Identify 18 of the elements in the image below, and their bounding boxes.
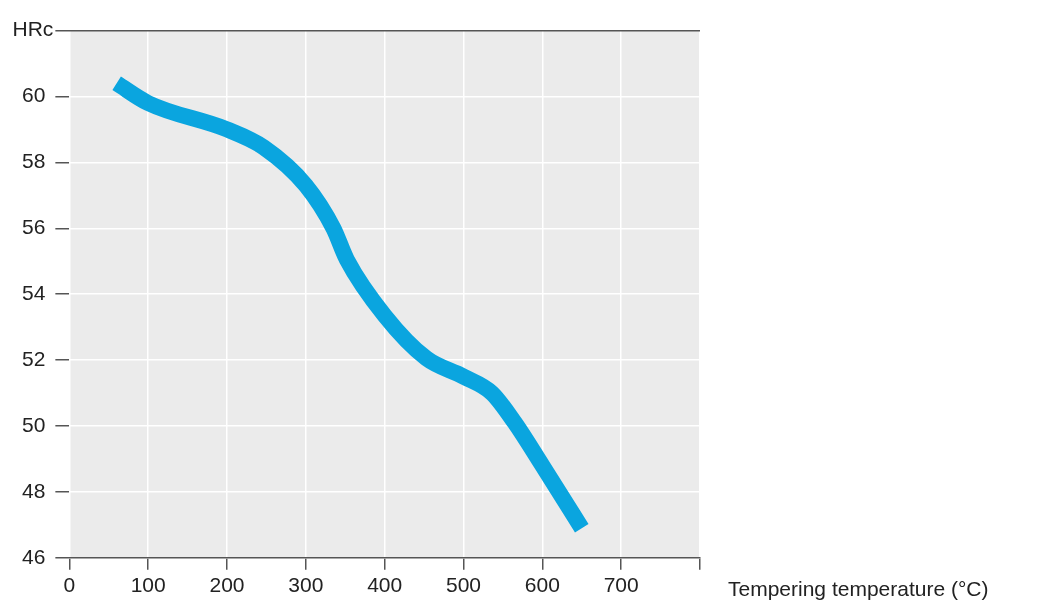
- y-tick-label: 54: [22, 281, 46, 304]
- x-tick-label: 400: [367, 573, 403, 597]
- x-tick-label: 300: [288, 573, 324, 597]
- y-tick-label: 46: [22, 544, 46, 568]
- x-tick-label: 500: [445, 573, 482, 597]
- x-axis-title: Tempering temperature (°C): [728, 577, 989, 601]
- y-axis-title: HRc: [12, 17, 54, 41]
- y-tick-label: 58: [22, 149, 46, 173]
- y-tick-label: 60: [22, 83, 46, 107]
- y-tick-label: 56: [22, 215, 46, 239]
- y-tick-label: 48: [22, 478, 46, 502]
- x-tick-label: 700: [603, 573, 639, 597]
- x-tick-label: 600: [524, 573, 560, 597]
- x-tick-label: 0: [63, 573, 76, 597]
- y-tick-label: 50: [22, 412, 46, 436]
- x-tick-label: 100: [130, 573, 166, 597]
- y-tick-label: 52: [22, 346, 46, 370]
- x-tick-label: 200: [209, 573, 245, 597]
